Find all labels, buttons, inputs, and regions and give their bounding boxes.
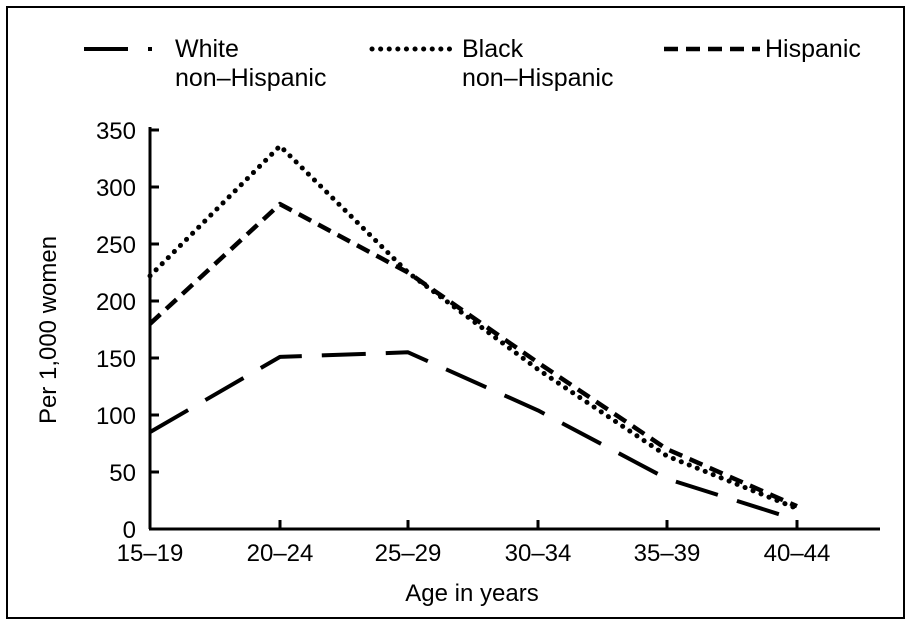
x-tick-label: 25–29: [375, 540, 442, 567]
x-axis-title: Age in years: [405, 580, 538, 607]
y-tick-label: 50: [109, 460, 136, 487]
y-tick-label: 100: [96, 403, 136, 430]
x-tick-label: 40–44: [764, 540, 831, 567]
series-line-2: [150, 146, 797, 509]
y-tick-label: 350: [96, 118, 136, 145]
x-tick-label: 15–19: [117, 540, 184, 567]
legend-label-2: Black non–Hispanic: [462, 35, 614, 92]
y-tick-label: 300: [96, 175, 136, 202]
y-tick-label: 200: [96, 289, 136, 316]
x-tick-label: 30–34: [505, 540, 572, 567]
x-tick-label: 35–39: [634, 540, 701, 567]
y-tick-label: 250: [96, 232, 136, 259]
series-line-1: [150, 352, 797, 520]
legend-label-1: White non–Hispanic: [175, 35, 327, 92]
series-line-3: [150, 204, 797, 506]
x-tick-label: 20–24: [247, 540, 314, 567]
legend-label-3: Hispanic: [765, 35, 861, 63]
y-axis-title: Per 1,000 women: [35, 236, 62, 424]
y-tick-label: 150: [96, 346, 136, 373]
